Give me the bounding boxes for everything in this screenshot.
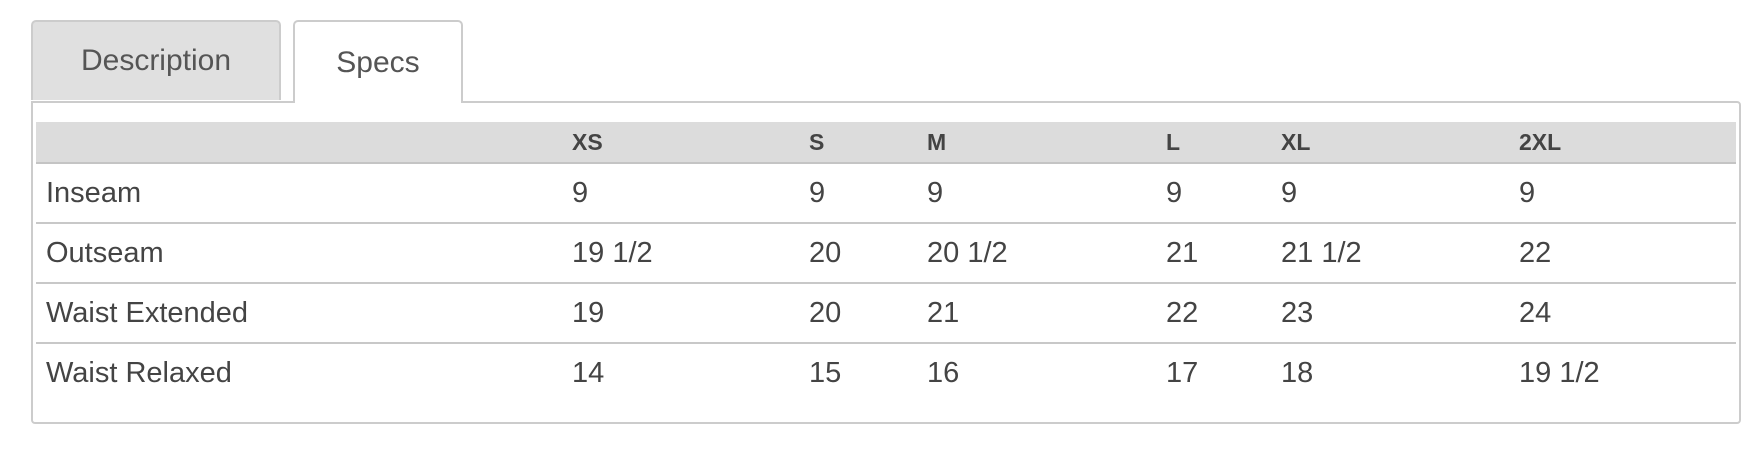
cell-value: 17	[1166, 357, 1199, 389]
table-row: Inseam 9 9 9 9 9 9	[36, 163, 1736, 223]
cell-value: 22	[1519, 236, 1552, 269]
cell-value: 9	[1519, 176, 1536, 209]
row-label: Inseam	[46, 176, 142, 209]
column-header-s: S	[809, 128, 825, 155]
cell-value: 23	[1281, 296, 1314, 329]
cell-value: 9	[1166, 176, 1183, 209]
cell-value: 19 1/2	[1519, 357, 1600, 389]
row-label: Waist Relaxed	[46, 357, 232, 389]
tab-description[interactable]: Description	[31, 20, 281, 100]
cell-value: 9	[1281, 176, 1298, 209]
row-label: Waist Extended	[46, 296, 249, 329]
cell-value: 16	[927, 357, 960, 389]
cell-value: 20	[809, 236, 842, 269]
tab-label: Description	[80, 44, 232, 77]
cell-value: 19	[572, 296, 605, 329]
cell-value: 9	[927, 176, 944, 209]
column-header-xs: XS	[572, 128, 603, 155]
table-row: Outseam 19 1/2 20 20 1/2 21 21 1/2 22	[36, 223, 1736, 283]
cell-value: 21	[927, 296, 960, 329]
cell-value: 15	[809, 357, 842, 389]
cell-value: 9	[572, 176, 589, 209]
table-row: Waist Relaxed 14 15 16 17 18 19 1/2	[36, 343, 1736, 403]
column-header-xl: XL	[1281, 128, 1311, 155]
cell-value: 22	[1166, 296, 1199, 329]
tab-label: Specs	[336, 45, 420, 79]
table-header-row: XS S M L XL 2XL	[36, 122, 1736, 163]
table-row: Waist Extended 19 20 21 22 23 24	[36, 283, 1736, 343]
cell-value: 24	[1519, 296, 1552, 329]
column-header-m: M	[927, 128, 947, 155]
cell-value: 9	[809, 176, 826, 209]
column-header	[36, 122, 572, 163]
cell-value: 21	[1166, 236, 1199, 269]
cell-value: 19 1/2	[572, 236, 653, 269]
cell-value: 21 1/2	[1281, 236, 1362, 269]
column-header-l: L	[1166, 128, 1181, 155]
tab-specs[interactable]: Specs	[293, 20, 463, 103]
size-chart-table: XS S M L XL 2XL Inseam 9 9 9 9 9 9 Outseam 19 1/…	[36, 122, 1736, 403]
row-label: Outseam	[46, 236, 164, 269]
cell-value: 20 1/2	[927, 236, 1008, 269]
column-header-2xl: 2XL	[1519, 128, 1562, 155]
specs-panel	[31, 101, 1741, 424]
cell-value: 20	[809, 296, 842, 329]
cell-value: 18	[1281, 357, 1314, 389]
cell-value: 14	[572, 357, 605, 389]
